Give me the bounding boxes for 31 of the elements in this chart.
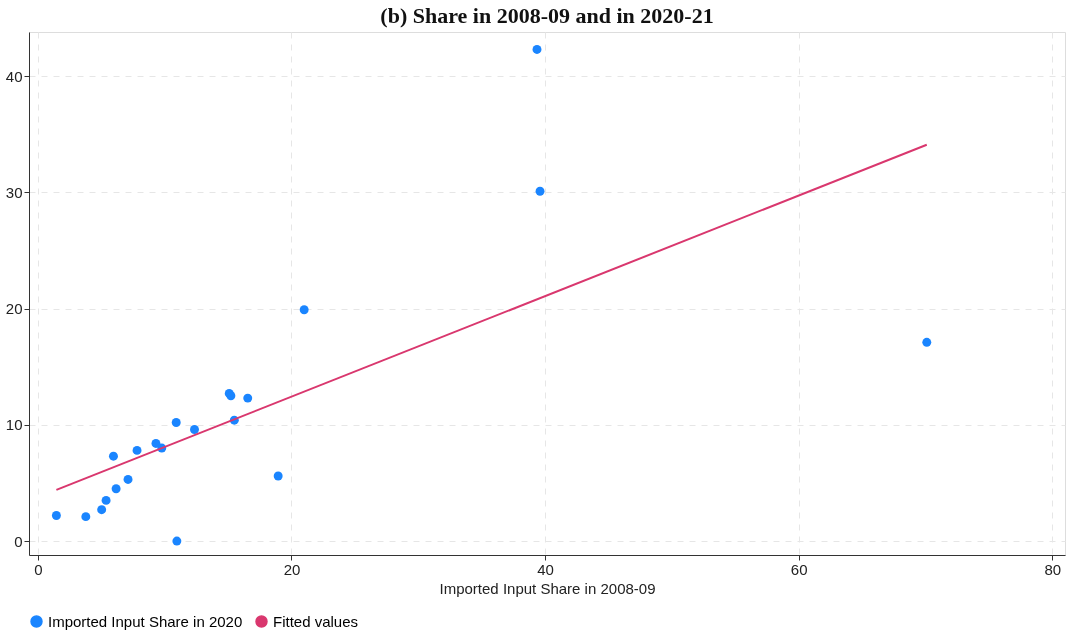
point	[299, 305, 309, 315]
point	[243, 393, 253, 403]
legend-label: Fitted values	[273, 612, 359, 630]
point	[273, 471, 283, 481]
x-axis-title: Imported Input Share in 2008-09	[439, 579, 656, 597]
point	[171, 418, 181, 427]
y-tick-label: 0	[14, 532, 23, 550]
point	[132, 445, 142, 455]
y-tick-label: 40	[5, 67, 23, 85]
point	[81, 512, 91, 522]
point	[190, 425, 199, 434]
point	[97, 505, 107, 515]
point	[532, 44, 542, 54]
point	[101, 495, 111, 505]
y-tick-label: 20	[5, 300, 23, 318]
x-tick-label: 40	[537, 560, 554, 578]
y-tick-label: 30	[5, 183, 23, 201]
point	[535, 186, 545, 196]
x-tick-label: 60	[790, 560, 808, 578]
y-tick-label: 10	[5, 416, 23, 434]
point	[172, 536, 182, 546]
x-tick-label: 80	[1044, 560, 1062, 578]
x-tick-label: 20	[283, 560, 301, 578]
legend-label: Imported Input Share in 2020	[48, 612, 243, 630]
point	[123, 474, 133, 484]
point	[922, 337, 932, 347]
x-tick-label: 0	[34, 560, 43, 578]
chart-title: (b) Share in 2008-09 and in 2020-21	[380, 3, 714, 28]
point	[111, 484, 121, 494]
point	[51, 511, 61, 520]
point	[108, 451, 118, 461]
